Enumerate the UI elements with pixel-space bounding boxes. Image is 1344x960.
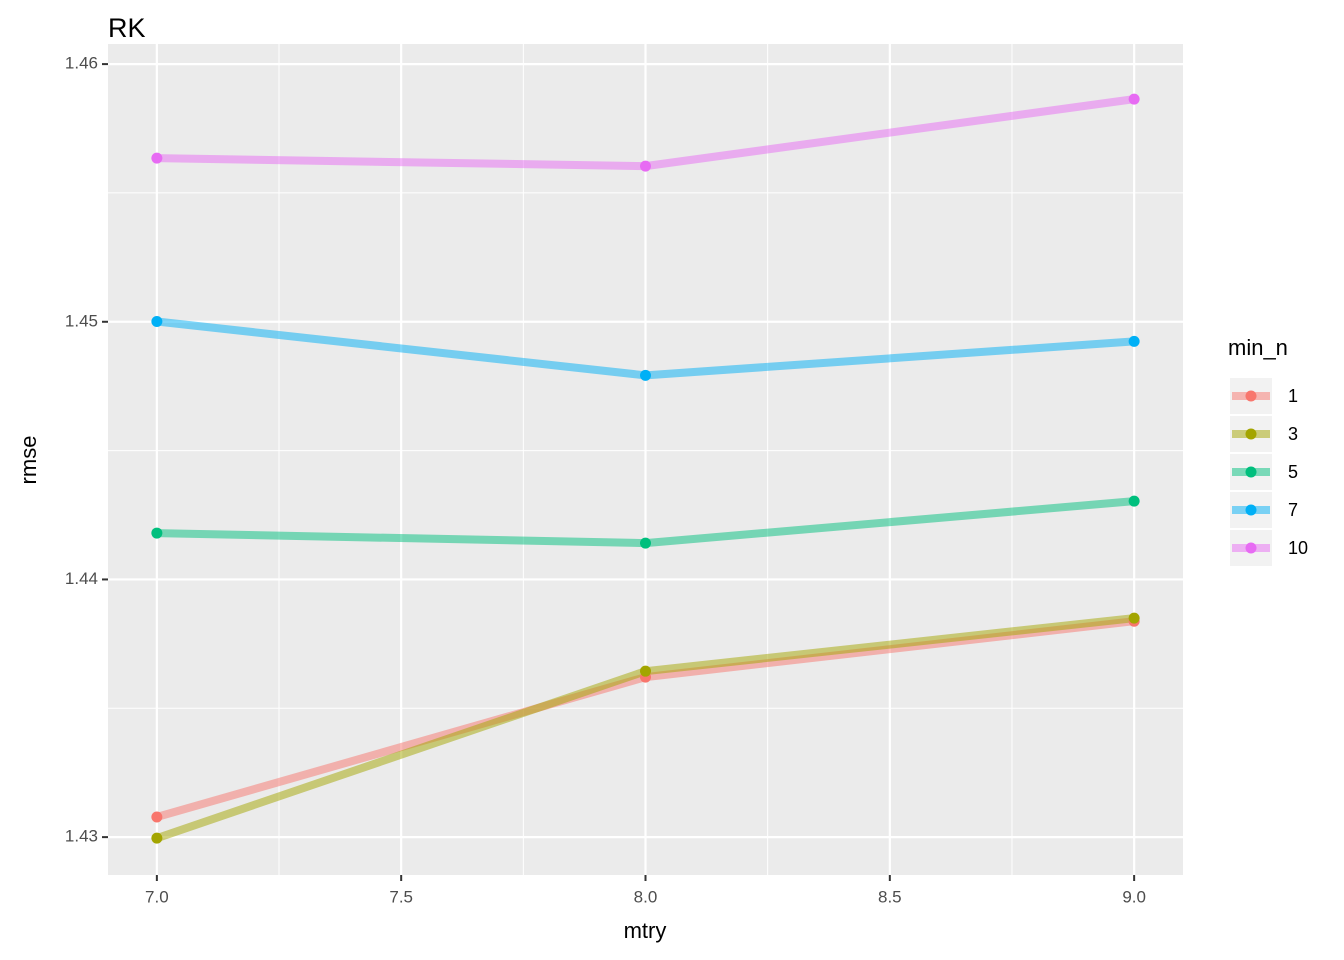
point xyxy=(640,369,651,381)
x-tick-label: 7.5 xyxy=(389,887,413,906)
legend: 1 3 5 7 10 xyxy=(1230,378,1308,566)
y-tick-label: 1.44 xyxy=(65,569,98,588)
y-axis-title: rmse xyxy=(16,436,41,485)
legend-point xyxy=(1245,428,1257,440)
grid xyxy=(108,44,1183,875)
point xyxy=(151,152,163,164)
y-tick-label: 1.43 xyxy=(65,827,98,846)
point xyxy=(640,665,651,677)
point xyxy=(640,537,651,549)
point xyxy=(1128,495,1140,507)
y-tick-label: 1.45 xyxy=(65,311,98,330)
x-tick-label: 8.0 xyxy=(634,887,658,906)
y-tick-label: 1.46 xyxy=(65,54,98,73)
point xyxy=(151,316,163,328)
point xyxy=(640,160,651,172)
legend-label: 10 xyxy=(1288,538,1308,558)
legend-point xyxy=(1245,390,1257,402)
legend-label: 3 xyxy=(1288,424,1298,444)
point xyxy=(1128,93,1140,105)
point xyxy=(1128,335,1140,347)
legend-point xyxy=(1245,504,1257,516)
x-tick-label: 8.5 xyxy=(878,887,902,906)
x-tick-label: 7.0 xyxy=(145,887,169,906)
x-axis-title: mtry xyxy=(624,918,667,943)
point xyxy=(151,811,163,823)
legend-label: 1 xyxy=(1288,386,1298,406)
legend-label: 7 xyxy=(1288,500,1298,520)
point xyxy=(151,527,163,539)
legend-point xyxy=(1245,466,1257,478)
x-tick-label: 9.0 xyxy=(1122,887,1146,906)
point xyxy=(1128,612,1140,624)
chart-title: RK xyxy=(108,13,146,43)
legend-point xyxy=(1245,542,1257,554)
legend-title: min_n xyxy=(1228,335,1288,360)
marks xyxy=(151,93,1140,844)
legend-label: 5 xyxy=(1288,462,1298,482)
point xyxy=(151,832,163,844)
